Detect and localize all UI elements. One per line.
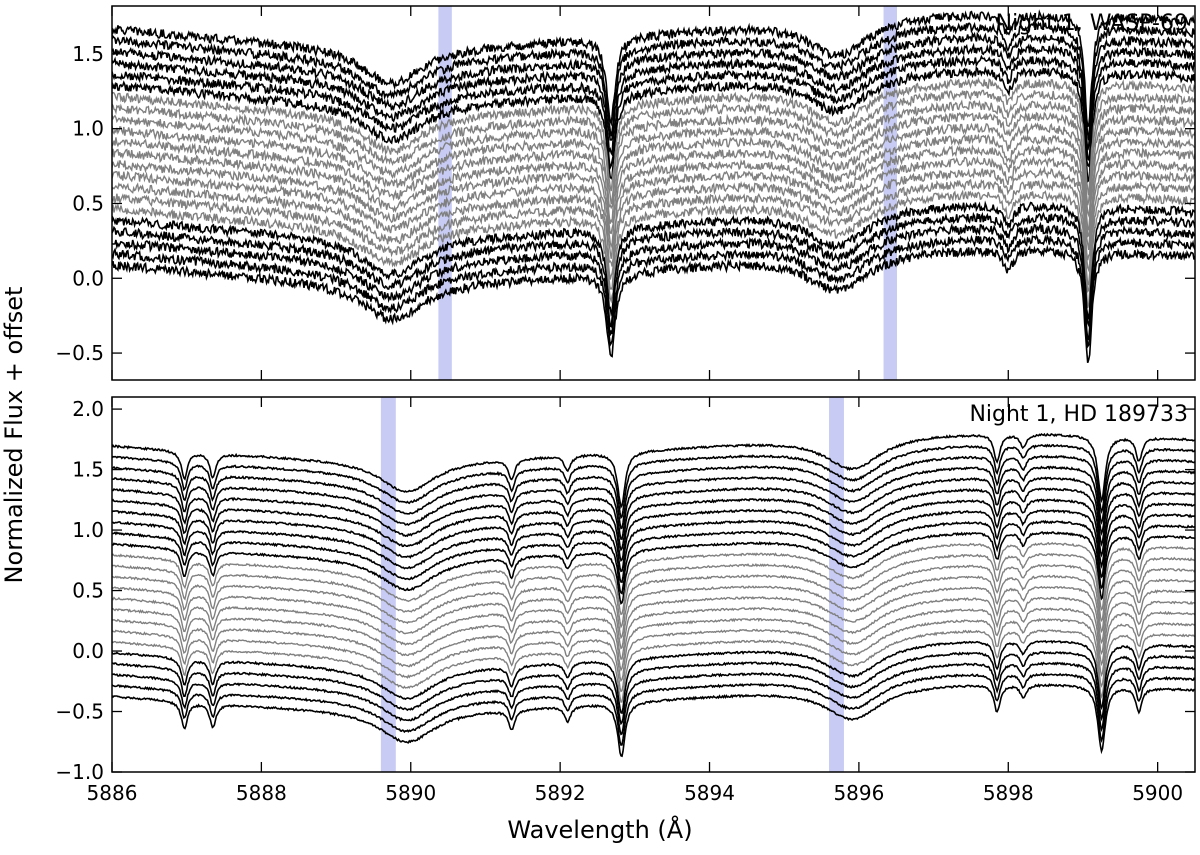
spectrum-line-wasp69-17	[112, 200, 1195, 320]
spectrum-line-wasp69-19	[112, 221, 1195, 341]
spectrum-line-wasp69-8	[112, 99, 1195, 218]
spectrum-line-hd189733-11	[112, 553, 1195, 629]
spectrum-line-wasp69-6	[112, 76, 1195, 196]
spectrum-line-wasp69-14	[112, 165, 1195, 286]
x-tick-label-4: 5894	[684, 781, 735, 805]
spectrum-line-wasp69-10	[112, 122, 1195, 238]
spectrum-line-wasp69-7	[112, 89, 1195, 206]
x-axis-title: Wavelength (Å)	[507, 815, 692, 844]
spectrum-line-wasp69-5	[112, 65, 1195, 184]
x-axis: 5886 5888 5890 5892 5894 5896 5898 5900	[87, 397, 1183, 805]
panel-hd189733: −1.0 −0.5 0.0 0.5 1.0 1.5 2.0 5886 5888 5890 5892…	[55, 396, 1196, 805]
y-axis-title: Normalized Flux + offset	[0, 287, 28, 584]
spectrum-line-hd189733-0	[112, 432, 1195, 509]
spectrum-line-wasp69-12	[112, 143, 1195, 261]
y-tick-label-hd189733-2: 0.0	[72, 639, 104, 663]
spectrum-line-hd189733-2	[112, 454, 1195, 530]
spectrum-line-hd189733-6	[112, 498, 1195, 573]
spectrum-line-hd189733-13	[112, 574, 1195, 650]
y-tick-label-hd189733-0: −1.0	[55, 760, 104, 784]
y-axis-hd189733: −1.0 −0.5 0.0 0.5 1.0 1.5 2.0	[55, 397, 1195, 784]
spectrum-line-wasp69-18	[112, 211, 1195, 328]
spectrum-line-wasp69-20	[112, 233, 1195, 349]
x-tick-label-6: 5898	[983, 781, 1034, 805]
spectrum-line-hd189733-18	[112, 629, 1195, 703]
spectrum-line-hd189733-3	[112, 465, 1195, 540]
x-tick-label-2: 5890	[385, 781, 436, 805]
spectrum-line-hd189733-14	[112, 585, 1195, 660]
spectrum-line-hd189733-22	[112, 671, 1195, 746]
y-tick-label-wasp69-1: 0.0	[72, 266, 104, 290]
y-tick-label-hd189733-1: −0.5	[55, 700, 104, 724]
spectrum-line-wasp69-16	[112, 189, 1195, 309]
spectrum-line-hd189733-8	[112, 519, 1195, 595]
spectra-wasp69	[112, 9, 1195, 364]
spectrum-line-wasp69-1	[112, 21, 1195, 141]
spectrum-line-wasp69-15	[112, 178, 1195, 294]
x-tick-label-3: 5892	[535, 781, 586, 805]
y-tick-label-hd189733-5: 1.5	[72, 458, 104, 482]
panel-wasp69: −0.5 0.0 0.5 1.0 1.5 Night 1, WASP-69	[55, 5, 1196, 381]
spectrum-line-hd189733-21	[112, 661, 1195, 736]
spectrum-line-wasp69-11	[112, 133, 1195, 251]
plot-frame-wasp69	[111, 5, 1196, 381]
x-ticks-wasp69	[111, 6, 1159, 380]
y-axis-wasp69: −0.5 0.0 0.5 1.0 1.5	[55, 42, 1195, 365]
panel-label-hd189733: Night 1, HD 189733	[969, 402, 1188, 427]
spectrum-line-wasp69-0	[112, 9, 1195, 128]
x-tick-label-1: 5888	[236, 781, 287, 805]
spectrum-line-hd189733-15	[112, 596, 1195, 672]
highlight-band-wasp69-1	[883, 6, 897, 380]
spectrum-line-hd189733-7	[112, 509, 1195, 583]
plot-frame-hd189733	[111, 396, 1196, 773]
spectrum-line-hd189733-4	[112, 476, 1195, 552]
y-tick-label-hd189733-4: 1.0	[72, 518, 104, 542]
spectrum-line-hd189733-10	[112, 541, 1195, 616]
spectrum-line-wasp69-13	[112, 155, 1195, 273]
spectrum-line-hd189733-5	[112, 487, 1195, 563]
spectrum-line-wasp69-21	[112, 244, 1195, 364]
spectra-hd189733	[112, 432, 1195, 758]
spectrum-line-hd189733-1	[112, 443, 1195, 520]
y-tick-label-wasp69-2: 0.5	[72, 191, 104, 215]
spectrum-line-hd189733-9	[112, 531, 1195, 605]
y-tick-label-hd189733-6: 2.0	[72, 397, 104, 421]
spectrum-line-hd189733-12	[112, 563, 1195, 640]
spectrum-line-hd189733-19	[112, 639, 1195, 715]
y-tick-label-wasp69-4: 1.5	[72, 42, 104, 66]
x-tick-label-5: 5896	[833, 781, 884, 805]
spectrum-line-hd189733-23	[112, 683, 1195, 758]
spectrum-line-wasp69-4	[112, 54, 1195, 171]
spectrum-line-hd189733-16	[112, 607, 1195, 683]
spectrum-line-hd189733-17	[112, 617, 1195, 693]
y-tick-label-hd189733-3: 0.5	[72, 579, 104, 603]
spectrum-line-wasp69-2	[112, 31, 1195, 151]
y-tick-label-wasp69-3: 1.0	[72, 117, 104, 141]
spectrum-line-wasp69-3	[112, 42, 1195, 161]
x-tick-label-7: 5900	[1132, 781, 1183, 805]
y-tick-label-wasp69-0: −0.5	[55, 341, 104, 365]
spectrum-line-wasp69-9	[112, 110, 1195, 232]
panel-label-wasp69: Night 1, WASP-69	[996, 11, 1188, 36]
x-tick-label-0: 5886	[87, 781, 138, 805]
spectrum-line-hd189733-20	[112, 650, 1195, 726]
